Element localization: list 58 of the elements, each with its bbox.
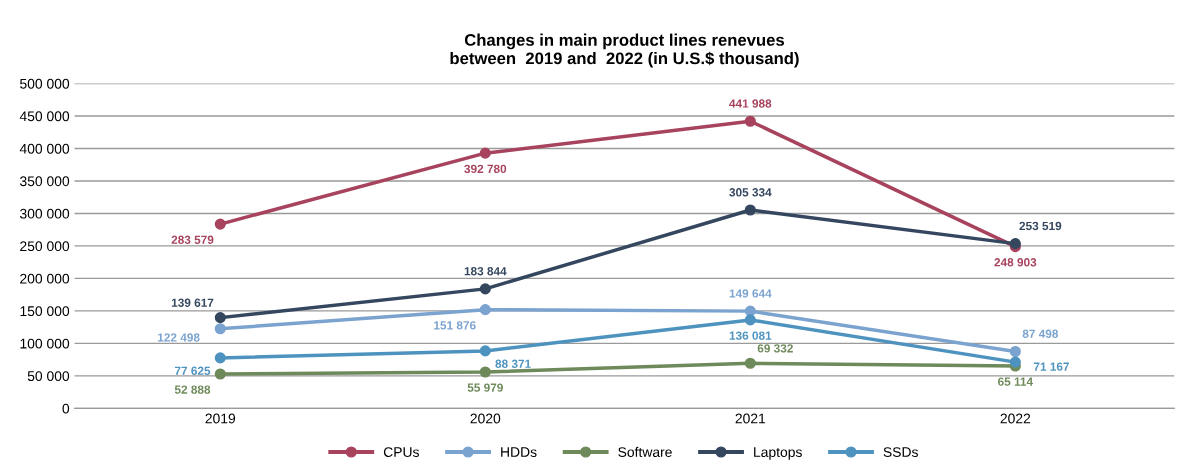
point bbox=[214, 218, 226, 230]
legend-label: HDDs bbox=[501, 447, 537, 458]
point bbox=[479, 283, 491, 295]
point bbox=[479, 304, 491, 316]
data-label: 392 780 bbox=[464, 164, 507, 174]
y-tick-label: 500 000 bbox=[20, 78, 70, 89]
point bbox=[479, 147, 491, 159]
data-label: 253 519 bbox=[1019, 221, 1062, 231]
y-tick-label: 150 000 bbox=[20, 306, 70, 317]
point bbox=[1009, 356, 1021, 368]
data-label: 77 625 bbox=[174, 366, 211, 375]
data-label: 283 579 bbox=[171, 235, 214, 244]
chart-title: Changes in main product lines renevues between 2019 and 2022 (in U.S.$ thousand) bbox=[450, 33, 799, 68]
y-tick-label: 350 000 bbox=[19, 176, 70, 187]
y-tick-label: 50 000 bbox=[27, 371, 70, 382]
x-tick-label: 2022 bbox=[1000, 413, 1031, 424]
y-tick-label: 0 bbox=[62, 403, 70, 414]
data-label: 122 498 bbox=[158, 333, 200, 342]
data-label: 136 081 bbox=[729, 331, 772, 340]
point bbox=[214, 352, 226, 364]
y-tick-label: 250 000 bbox=[20, 241, 70, 252]
point bbox=[744, 314, 756, 326]
point bbox=[744, 305, 756, 317]
point bbox=[214, 368, 226, 380]
data-label: 69 332 bbox=[757, 344, 793, 353]
point bbox=[479, 345, 491, 357]
data-label: 65 114 bbox=[998, 377, 1034, 386]
data-label: 55 979 bbox=[467, 383, 503, 392]
data-label: 149 644 bbox=[729, 289, 772, 298]
y-tick-label: 200 000 bbox=[20, 273, 70, 284]
data-label: 151 876 bbox=[434, 321, 476, 330]
y-tick-label: 300 000 bbox=[19, 208, 70, 219]
point bbox=[744, 204, 756, 216]
legend-label: SSDs bbox=[883, 447, 918, 458]
y-tick-label: 100 000 bbox=[20, 338, 70, 349]
data-label: 52 888 bbox=[174, 385, 211, 394]
point bbox=[214, 312, 226, 324]
point bbox=[744, 115, 756, 127]
point bbox=[214, 323, 226, 335]
data-label: 248 903 bbox=[994, 258, 1037, 267]
legend-label: Laptops bbox=[754, 447, 802, 460]
point bbox=[1009, 345, 1021, 358]
y-tick-label: 450 000 bbox=[19, 111, 70, 122]
x-tick-label: 2019 bbox=[205, 413, 236, 424]
point bbox=[479, 366, 491, 378]
data-label: 87 498 bbox=[1022, 329, 1059, 338]
legend-label: CPUs bbox=[383, 447, 419, 458]
x-tick-label: 2021 bbox=[735, 413, 766, 424]
y-tick-label: 400 000 bbox=[19, 143, 70, 154]
x-tick-label: 2020 bbox=[470, 413, 501, 424]
data-label: 183 844 bbox=[464, 267, 507, 276]
data-label: 305 334 bbox=[729, 188, 772, 197]
data-label: 139 617 bbox=[171, 298, 214, 307]
data-label: 71 167 bbox=[1033, 362, 1069, 371]
data-label: 441 988 bbox=[729, 99, 772, 108]
legend-label: Software bbox=[618, 446, 672, 458]
data-label: 88 371 bbox=[495, 359, 531, 368]
point bbox=[744, 357, 756, 369]
